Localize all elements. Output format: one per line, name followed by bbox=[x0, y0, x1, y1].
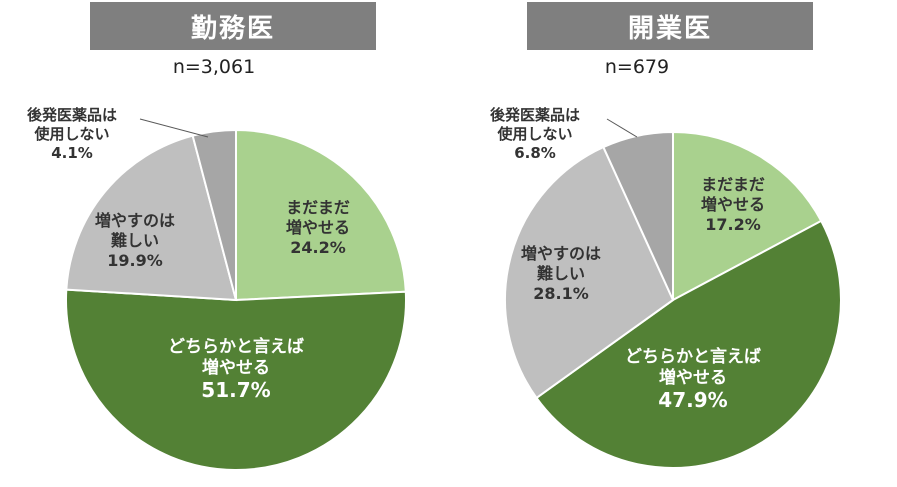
slice-label: 増やせる bbox=[286, 218, 350, 237]
pie-slice bbox=[65, 134, 238, 302]
slice-label: 増やせる bbox=[659, 367, 727, 388]
slice-value-label: 28.1% bbox=[533, 284, 589, 303]
slice-label: まだまだ bbox=[701, 175, 765, 194]
slice-label: 後発医薬品は bbox=[26, 106, 117, 124]
pie-panel-kaigyoui: 開業医 n=679 まだまだ 増やせる 17.2% どちらかと言えば 増やせる 47.9%… bbox=[449, 0, 897, 487]
pie-slice bbox=[235, 128, 407, 302]
leader-line bbox=[606, 118, 638, 138]
slice-value-label: 6.8% bbox=[514, 144, 556, 162]
pie-slice bbox=[535, 219, 842, 469]
slice-value-label: 51.7% bbox=[201, 378, 270, 402]
slice-label: 増やせる bbox=[202, 357, 270, 378]
slice-label: どちらかと言えば bbox=[168, 336, 304, 357]
pie-slice bbox=[65, 288, 407, 471]
pie-slice bbox=[191, 128, 237, 301]
pie-chart-kinmui: まだまだ増やせる24.2%どちらかと言えば増やせる51.7%増やすのは難しい19… bbox=[26, 106, 407, 471]
slice-label: まだまだ bbox=[286, 198, 350, 217]
chart-title: 勤務医 bbox=[90, 2, 376, 50]
slice-label: 使用しない bbox=[496, 125, 572, 143]
slice-value-label: 47.9% bbox=[658, 388, 727, 412]
pie-slice bbox=[602, 130, 674, 301]
slice-label: 難しい bbox=[111, 231, 159, 250]
chart-title: 開業医 bbox=[527, 2, 813, 50]
slice-label: 増やすのは bbox=[95, 211, 175, 230]
slice-label: 増やせる bbox=[701, 195, 765, 214]
pie-chart-kaigyoui: まだまだ増やせる17.2%どちらかと言えば増やせる47.9%増やすのは難しい28… bbox=[489, 106, 842, 469]
slice-value-label: 24.2% bbox=[290, 238, 346, 257]
chart-subtitle: n=3,061 bbox=[172, 56, 256, 78]
pie-panel-kinmui: 勤務医 n=3,061 まだまだ 増やせる 24.2% どちらかと言えば 増やせる 51.… bbox=[0, 0, 448, 487]
slice-value-label: 19.9% bbox=[107, 251, 163, 270]
pie-slice bbox=[672, 130, 823, 302]
slice-label: どちらかと言えば bbox=[625, 346, 761, 367]
slice-label: 増やすのは bbox=[521, 244, 601, 263]
slice-value-label: 4.1% bbox=[51, 144, 93, 162]
leader-line bbox=[139, 118, 209, 138]
slice-label: 後発医薬品は bbox=[489, 106, 580, 124]
slice-label: 難しい bbox=[537, 264, 585, 283]
slice-value-label: 17.2% bbox=[705, 215, 761, 234]
slice-label: 使用しない bbox=[33, 125, 109, 143]
chart-subtitle: n=679 bbox=[604, 56, 670, 78]
